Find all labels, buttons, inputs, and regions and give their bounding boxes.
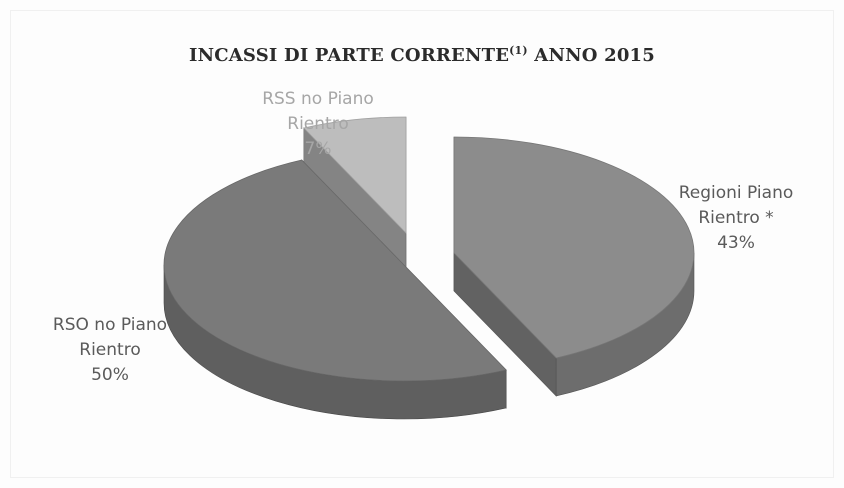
chart-frame: [10, 10, 834, 478]
chart-title-superscript: (1): [509, 44, 528, 57]
pie-slice-2-percent: 50%: [91, 365, 129, 385]
pie-slice-3-top: [303, 116, 407, 234]
chart-title: INCASSI DI PARTE CORRENTE(1) ANNO 2015: [0, 44, 844, 66]
pie-slice-3-label: RSS no Piano Rientro 7%: [262, 89, 374, 159]
pie-slice-1-top: [453, 136, 695, 359]
pie-slice-2-label-line: Rientro: [79, 340, 140, 360]
pie-slice-2-top: [163, 159, 507, 382]
pie-slice-2-label-line: RSO no Piano: [53, 315, 167, 335]
pie-slice-1-label: Regioni Piano Rientro * 43%: [679, 183, 794, 253]
pie-slice-2-label: RSO no Piano Rientro 50%: [53, 315, 167, 385]
pie-tops: [163, 116, 695, 382]
pie-labels: Regioni Piano Rientro * 43% RSO no Piano Rie…: [53, 89, 793, 385]
pie-slice-3-label-line: RSS no Piano: [262, 89, 374, 109]
pie-slice-1-label-line: Rientro *: [698, 208, 773, 228]
pie-slice-1-label-line: Regioni Piano: [679, 183, 794, 203]
chart-title-main: INCASSI DI PARTE CORRENTE: [188, 45, 510, 66]
pie-slice-1-percent: 43%: [717, 233, 755, 253]
chart-title-suffix: ANNO 2015: [527, 45, 656, 66]
pie-slice-3-label-line: Rientro: [287, 114, 348, 134]
pie-slice-3-percent: 7%: [305, 139, 332, 159]
